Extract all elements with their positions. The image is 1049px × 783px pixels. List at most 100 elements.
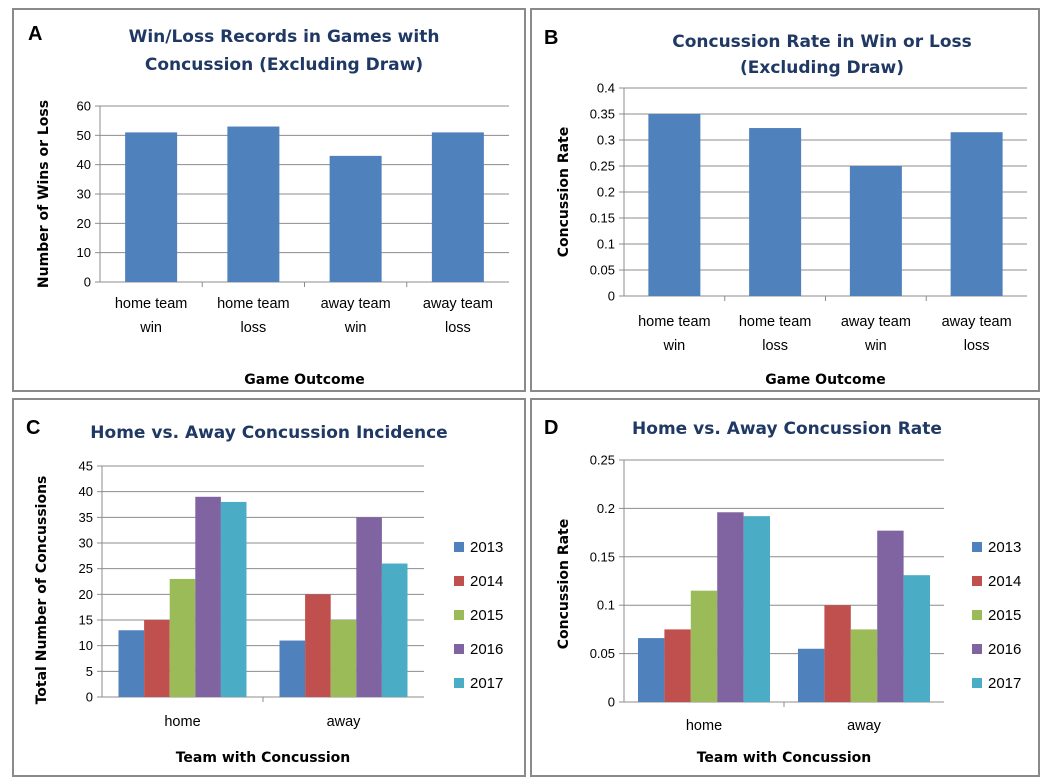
y-tick-label: 0.2 [597,185,615,200]
chart-c: C Home vs. Away Concussion Incidence 0 5 10 1… [26,417,503,766]
category-label: away [847,718,882,734]
y-tick-label: 30 [79,536,93,551]
bar-2016 [195,496,221,697]
panel-letter: C [26,417,40,439]
category-label: away [327,714,362,730]
y-tick-label: 20 [79,587,93,602]
y-tick-label: 0.35 [590,107,615,122]
y-tick-label: 0 [608,289,615,304]
category-label: loss [445,320,471,336]
bar-2015 [330,620,357,697]
legend-label-2016: 2016 [470,641,503,658]
y-tick-label: 0.25 [590,453,615,468]
bar-2016 [717,512,744,702]
category-label: away team [841,314,911,330]
chart-title: Win/Loss Records in Games with [129,27,440,47]
bar [125,132,178,282]
category-label: win [864,338,887,354]
y-tick-label: 0.3 [597,133,615,148]
category-label: loss [240,320,266,336]
category-label: home team [739,314,812,330]
bar-2017 [743,516,770,702]
legend-label-2014: 2014 [988,573,1021,590]
legend-label-2014: 2014 [470,573,503,590]
panel-a: A Win/Loss Records in Games with Concussio… [12,8,526,392]
y-tick-label: 0.4 [597,81,615,96]
y-tick-label: 20 [77,216,91,231]
legend-label-2015: 2015 [988,607,1021,624]
bar-2014 [144,620,170,697]
y-axis-label: Concussion Rate [556,519,572,649]
y-tick-label: 0 [84,275,91,290]
y-tick-label: 0.05 [590,263,615,278]
panel-letter: D [544,417,558,439]
panel-letter: B [544,27,558,49]
bar-2013 [279,640,306,697]
y-tick-label: 25 [79,561,93,576]
bar-2014 [664,629,691,702]
y-tick-label: 0 [86,690,93,705]
y-axis-label: Total Number of Concussions [34,476,50,705]
x-axis-label: Game Outcome [244,372,364,388]
legend-swatch-2016 [972,644,982,654]
y-tick-label: 0.1 [597,237,615,252]
chart-title: Concussion Rate in Win or Loss [672,32,972,52]
panel-b: B Concussion Rate in Win or Loss (Excludin… [530,8,1040,392]
bar [950,132,1003,296]
bar-2013 [638,638,665,702]
chart-title: (Excluding Draw) [740,58,904,78]
bar [431,132,484,282]
category-label: home [686,718,722,734]
category-label: away team [942,314,1012,330]
y-tick-label: 50 [77,128,91,143]
y-tick-label: 60 [77,99,91,114]
category-label: home team [217,296,290,312]
y-tick-label: 40 [77,157,91,172]
chart-title: Concussion (Excluding Draw) [145,55,423,75]
category-label: win [139,320,162,336]
category-label: loss [964,338,990,354]
y-tick-label: 15 [79,613,93,628]
legend-label-2013: 2013 [988,539,1021,556]
y-tick-label: 45 [79,459,93,474]
y-tick-label: 0.2 [597,501,615,516]
y-tick-label: 0.25 [590,159,615,174]
category-label: win [662,338,685,354]
legend-swatch-2017 [454,678,464,688]
y-tick-label: 5 [86,664,93,679]
legend-swatch-2016 [454,644,464,654]
bar-2014 [824,605,851,702]
category-label: away team [423,296,493,312]
bar [849,166,902,296]
legend-swatch-2015 [972,610,982,620]
y-tick-label: 0.05 [590,646,615,661]
y-tick-label: 10 [77,245,91,260]
bar-2016 [877,530,904,702]
legend-swatch-2013 [972,542,982,552]
y-tick-label: 0.15 [590,549,615,564]
category-label: home team [115,296,188,312]
x-axis-label: Team with Concussion [176,750,351,766]
chart-title: Home vs. Away Concussion Incidence [90,423,447,443]
bar-2015 [690,590,718,702]
y-tick-label: 0.1 [597,598,615,613]
y-tick-label: 40 [79,484,93,499]
x-axis-label: Team with Concussion [697,750,872,766]
legend-label-2017: 2017 [470,675,503,692]
bar-2017 [381,563,408,697]
legend-label-2016: 2016 [988,641,1021,658]
panel-letter: A [28,23,42,45]
bar [749,128,802,296]
legend-label-2015: 2015 [470,607,503,624]
y-tick-label: 0 [608,695,615,710]
y-tick-label: 35 [79,510,93,525]
chart-title: Home vs. Away Concussion Rate [632,419,942,439]
bar [648,114,701,296]
bar-2017 [903,575,930,702]
y-tick-label: 0.15 [590,211,615,226]
bar [329,155,382,282]
chart-d: D Home vs. Away Concussion Rate 0 0.05 0.1 0.… [544,417,1021,766]
category-label: win [344,320,367,336]
legend-swatch-2014 [972,576,982,586]
legend-swatch-2013 [454,542,464,552]
